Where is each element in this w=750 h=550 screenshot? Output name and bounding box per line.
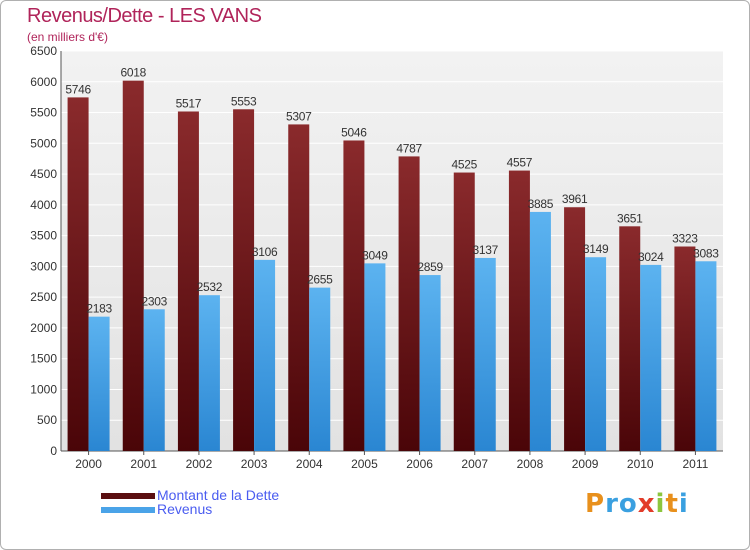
logo-letter: x [637,489,656,519]
legend-label-debt: Montant de la Dette [157,487,280,503]
data-label-debt: 5046 [341,125,367,139]
bar-debt [398,156,420,451]
x-tick-label: 2003 [241,457,268,471]
x-tick-label: 2008 [517,457,544,471]
legend-label-revenue: Revenus [157,501,213,517]
bar-revenue [474,257,496,451]
logo-letter: r [605,489,619,519]
y-tick-label: 5500 [30,106,57,120]
y-tick-label: 5000 [30,136,57,150]
data-label-debt: 4525 [452,158,478,172]
bar-debt [177,111,199,451]
bar-revenue [88,316,110,451]
data-label-revenue: 2532 [197,280,223,294]
bar-revenue [695,261,717,451]
data-label-revenue: 3137 [473,243,499,257]
bar-debt [343,140,365,451]
legend-swatch-revenue [101,507,155,513]
data-label-revenue: 3024 [638,250,664,264]
data-label-debt: 5746 [65,82,91,96]
bar-debt [619,226,641,451]
x-tick-label: 2007 [461,457,488,471]
y-tick-label: 3500 [30,229,57,243]
bar-debt [453,172,475,452]
proxiti-logo: Proxiti [585,489,689,519]
y-tick-label: 0 [50,444,57,458]
chart-title: Revenus/Dette - LES VANS [27,5,262,27]
y-tick-label: 6000 [30,75,57,89]
data-label-debt: 4787 [396,141,422,155]
y-tick-label: 500 [37,413,57,427]
data-label-debt: 5553 [231,94,257,108]
data-label-revenue: 3106 [252,245,278,259]
bar-revenue [254,259,276,451]
y-tick-label: 3000 [30,259,57,273]
logo-letter: t [665,489,679,519]
bar-revenue [585,257,607,451]
x-tick-label: 2004 [296,457,323,471]
plot-area [61,51,723,451]
x-tick-label: 2005 [351,457,378,471]
bar-debt [564,207,586,451]
y-tick-label: 1500 [30,352,57,366]
data-label-debt: 3961 [562,192,588,206]
y-tick-label: 6500 [30,44,57,58]
data-label-debt: 3323 [672,232,698,246]
data-label-revenue: 2655 [307,273,333,287]
x-tick-label: 2010 [627,457,654,471]
bar-debt [122,80,144,452]
x-tick-label: 2000 [75,457,102,471]
bar-revenue [198,295,220,451]
data-label-revenue: 2303 [142,294,168,308]
x-tick-label: 2001 [130,457,157,471]
x-tick-label: 2009 [572,457,599,471]
data-label-debt: 3651 [617,211,643,225]
data-label-revenue: 3149 [583,242,609,256]
bar-revenue [143,309,165,451]
bar-debt [288,124,310,452]
bar-revenue [419,275,441,451]
data-label-revenue: 2859 [417,260,443,274]
bar-debt [674,246,696,451]
logo-letter: i [678,489,689,519]
data-label-revenue: 2183 [86,302,112,316]
y-tick-label: 2500 [30,290,57,304]
legend-swatch-debt [101,493,155,499]
bar-debt [233,109,255,452]
data-label-debt: 5517 [176,96,202,110]
x-tick-label: 2011 [683,457,709,471]
logo-letter: P [585,489,606,519]
bar-revenue [640,264,662,451]
x-tick-label: 2002 [186,457,213,471]
x-tick-label: 2006 [406,457,433,471]
chart-subtitle: (en milliers d'€) [27,30,108,44]
data-label-revenue: 3885 [528,197,554,211]
y-tick-label: 2000 [30,321,57,335]
logo-letter: o [618,489,638,519]
bar-revenue [364,263,386,451]
data-label-debt: 5307 [286,109,312,123]
y-tick-label: 4500 [30,167,57,181]
bar-debt [67,97,89,452]
logo-letter: i [655,489,666,519]
y-tick-label: 4000 [30,198,57,212]
bar-revenue [529,211,551,451]
bar-debt [508,170,530,452]
data-label-debt: 4557 [507,156,533,170]
data-label-revenue: 3049 [362,248,388,262]
data-label-revenue: 3083 [693,246,719,260]
bar-revenue [309,287,331,451]
y-tick-label: 1000 [30,382,57,396]
data-label-debt: 6018 [121,66,147,80]
